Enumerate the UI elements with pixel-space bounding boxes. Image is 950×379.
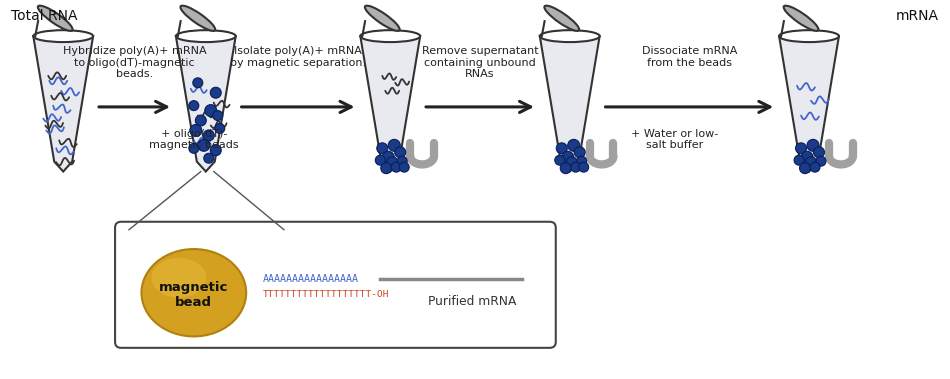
Ellipse shape: [151, 258, 206, 298]
Circle shape: [808, 139, 819, 151]
Circle shape: [391, 162, 401, 172]
Circle shape: [574, 147, 585, 158]
Circle shape: [568, 139, 580, 151]
Ellipse shape: [142, 249, 246, 337]
Circle shape: [810, 162, 820, 172]
Ellipse shape: [784, 6, 819, 31]
Circle shape: [399, 162, 409, 172]
FancyBboxPatch shape: [115, 222, 556, 348]
Circle shape: [189, 143, 199, 153]
Circle shape: [557, 143, 567, 154]
Circle shape: [577, 156, 587, 166]
Circle shape: [566, 157, 578, 168]
Circle shape: [561, 151, 574, 163]
Circle shape: [397, 156, 408, 166]
Polygon shape: [779, 36, 839, 172]
Ellipse shape: [779, 30, 839, 42]
Circle shape: [571, 162, 580, 172]
Polygon shape: [176, 36, 236, 172]
Text: Purified mRNA: Purified mRNA: [428, 295, 516, 308]
Text: Dissociate mRNA
from the beads: Dissociate mRNA from the beads: [641, 46, 737, 68]
Circle shape: [189, 101, 199, 111]
Circle shape: [816, 156, 826, 166]
Polygon shape: [360, 36, 420, 172]
Circle shape: [196, 115, 206, 126]
Circle shape: [210, 87, 221, 98]
Circle shape: [193, 78, 202, 88]
Text: Isolate poly(A)+ mRNA
by magnetic separation.: Isolate poly(A)+ mRNA by magnetic separa…: [230, 46, 366, 68]
Circle shape: [205, 105, 217, 116]
Circle shape: [813, 147, 825, 158]
Circle shape: [198, 139, 210, 151]
Circle shape: [382, 151, 394, 163]
Text: Total RNA: Total RNA: [11, 9, 78, 23]
Circle shape: [213, 111, 222, 121]
Ellipse shape: [540, 30, 599, 42]
Circle shape: [381, 163, 391, 174]
Circle shape: [204, 153, 214, 163]
Ellipse shape: [544, 6, 580, 31]
Text: magnetic
bead: magnetic bead: [160, 281, 229, 309]
Circle shape: [375, 155, 386, 165]
Circle shape: [395, 147, 406, 158]
Circle shape: [794, 155, 804, 165]
Text: AAAAAAAAAAAAAAAA: AAAAAAAAAAAAAAAA: [262, 274, 358, 284]
Ellipse shape: [33, 30, 93, 42]
Ellipse shape: [180, 6, 216, 31]
Text: Remove supernatant
containing unbound
RNAs: Remove supernatant containing unbound RN…: [422, 46, 539, 79]
Circle shape: [377, 143, 388, 154]
Circle shape: [387, 157, 398, 168]
Circle shape: [555, 155, 564, 165]
Circle shape: [389, 139, 400, 151]
Ellipse shape: [360, 30, 420, 42]
Circle shape: [800, 163, 810, 174]
Polygon shape: [33, 36, 93, 172]
Circle shape: [579, 162, 589, 172]
Text: Hybridize poly(A)+ mRNA
to oligo(dT)-magnetic
beads.: Hybridize poly(A)+ mRNA to oligo(dT)-mag…: [63, 46, 206, 79]
Circle shape: [203, 130, 215, 141]
Circle shape: [560, 163, 571, 174]
Circle shape: [190, 124, 201, 136]
Circle shape: [795, 143, 807, 154]
Ellipse shape: [365, 6, 400, 31]
Text: TTTTTTTTTTTTTTTTTTT-OH: TTTTTTTTTTTTTTTTTTT-OH: [262, 290, 390, 299]
Text: mRNA: mRNA: [896, 9, 939, 23]
Polygon shape: [540, 36, 599, 172]
Text: + oligo(dT)-
magnetic beads: + oligo(dT)- magnetic beads: [149, 129, 238, 150]
Circle shape: [215, 124, 225, 133]
Circle shape: [801, 151, 813, 163]
Ellipse shape: [38, 6, 72, 31]
Circle shape: [210, 145, 221, 156]
Text: + Water or low-
salt buffer: + Water or low- salt buffer: [631, 129, 718, 150]
Ellipse shape: [176, 30, 236, 42]
Circle shape: [806, 157, 816, 168]
